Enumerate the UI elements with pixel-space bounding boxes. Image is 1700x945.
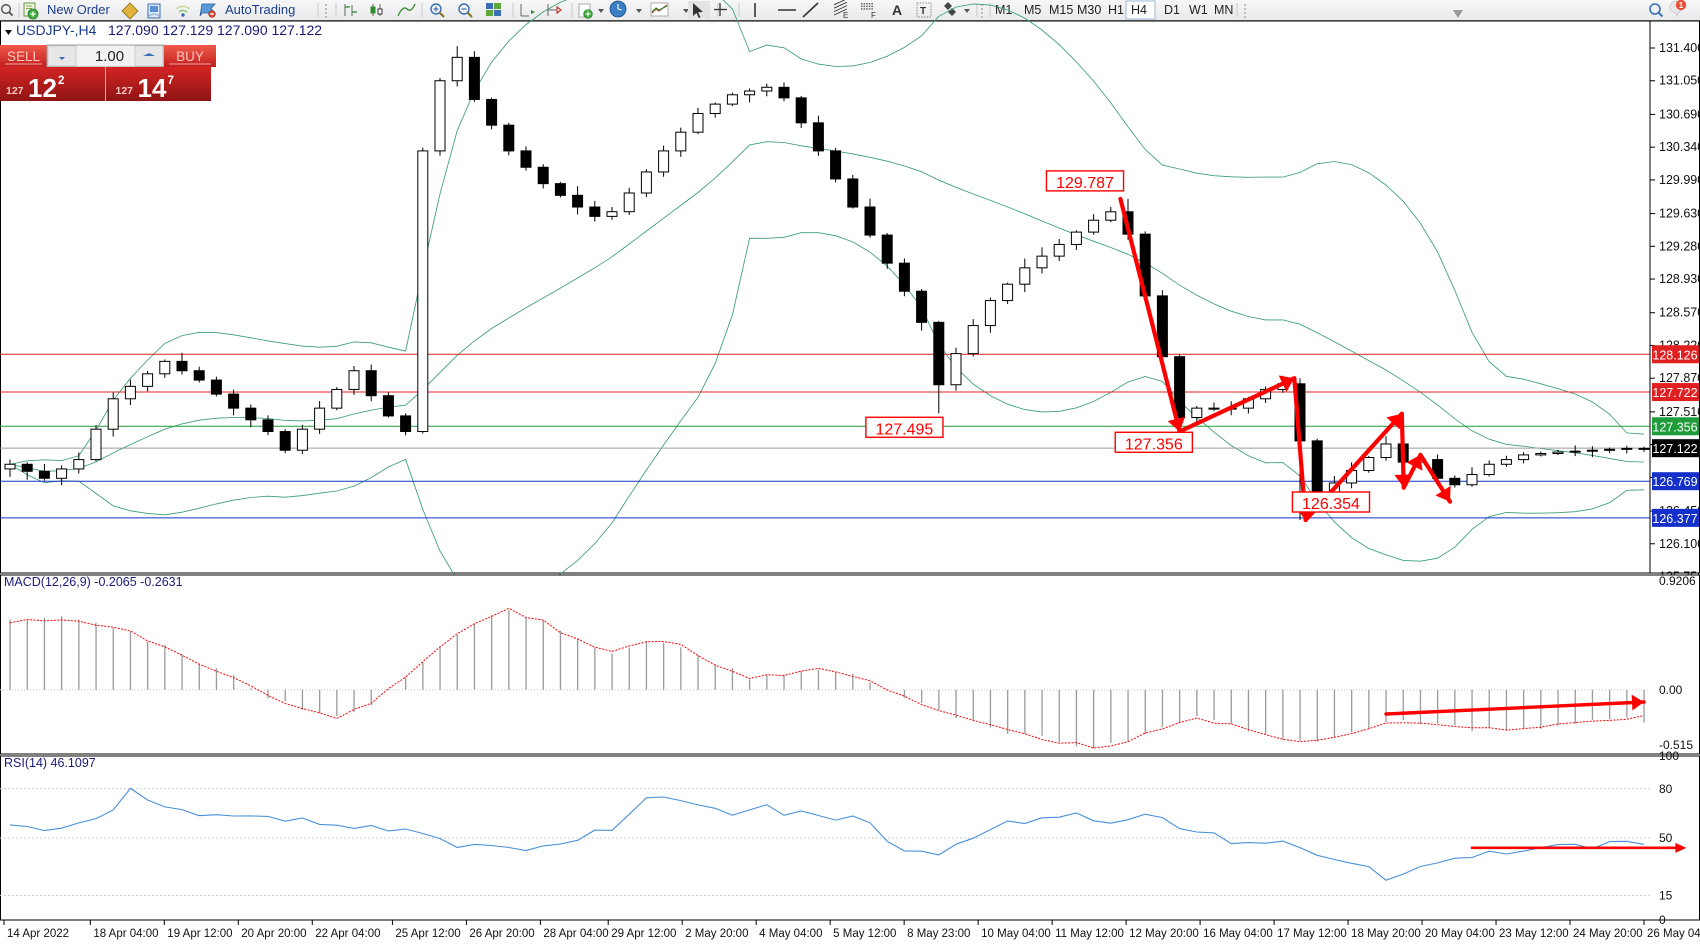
- svg-text:0.9206: 0.9206: [1659, 574, 1696, 588]
- svg-text:2: 2: [58, 75, 64, 87]
- svg-text:127.495: 127.495: [875, 421, 933, 438]
- svg-text:126.769: 126.769: [1652, 475, 1697, 489]
- svg-text:126.100: 126.100: [1659, 537, 1700, 551]
- svg-text:129.280: 129.280: [1659, 239, 1700, 253]
- svg-text:16 May 04:00: 16 May 04:00: [1203, 928, 1273, 940]
- svg-text:127: 127: [6, 85, 24, 97]
- svg-text:11 May 12:00: 11 May 12:00: [1055, 928, 1124, 940]
- svg-text:127.356: 127.356: [1125, 436, 1183, 453]
- svg-text:129.787: 129.787: [1056, 175, 1114, 192]
- svg-text:14 Apr 2022: 14 Apr 2022: [7, 928, 69, 940]
- svg-text:128.570: 128.570: [1659, 306, 1700, 320]
- svg-text:127.356: 127.356: [1652, 420, 1697, 434]
- svg-text:BUY: BUY: [176, 49, 204, 64]
- svg-text:29 Apr 12:00: 29 Apr 12:00: [611, 928, 676, 940]
- svg-text:USDJPY-,H4: USDJPY-,H4: [16, 22, 97, 38]
- svg-text:131.050: 131.050: [1659, 74, 1700, 88]
- svg-text:17 May 12:00: 17 May 12:00: [1277, 928, 1347, 940]
- svg-text:128.930: 128.930: [1659, 272, 1700, 286]
- svg-text:130.340: 130.340: [1659, 140, 1700, 154]
- svg-text:10 May 04:00: 10 May 04:00: [981, 928, 1051, 940]
- svg-text:28 Apr 04:00: 28 Apr 04:00: [543, 928, 608, 940]
- svg-text:MACD(12,26,9) -0.2065 -0.2631: MACD(12,26,9) -0.2065 -0.2631: [4, 575, 183, 589]
- svg-text:19 Apr 12:00: 19 Apr 12:00: [167, 928, 232, 940]
- svg-text:24 May 20:00: 24 May 20:00: [1573, 928, 1643, 940]
- svg-text:100: 100: [1659, 749, 1679, 763]
- svg-text:26 May 04:00: 26 May 04:00: [1647, 928, 1700, 940]
- svg-text:129.990: 129.990: [1659, 173, 1700, 187]
- svg-text:127.090 127.129 127.090 127.12: 127.090 127.129 127.090 127.122: [108, 22, 322, 38]
- svg-text:131.400: 131.400: [1659, 41, 1700, 55]
- svg-text:129.630: 129.630: [1659, 207, 1700, 221]
- svg-text:15: 15: [1659, 888, 1673, 902]
- svg-text:0.00: 0.00: [1659, 683, 1683, 697]
- svg-text:50: 50: [1659, 831, 1673, 845]
- svg-text:127.122: 127.122: [1652, 442, 1697, 456]
- svg-text:0: 0: [1659, 913, 1666, 927]
- svg-text:1.00: 1.00: [95, 48, 124, 65]
- svg-text:2 May 20:00: 2 May 20:00: [685, 928, 748, 940]
- svg-text:20 May 04:00: 20 May 04:00: [1425, 928, 1495, 940]
- svg-text:18 Apr 04:00: 18 Apr 04:00: [93, 928, 158, 940]
- svg-text:20 Apr 20:00: 20 Apr 20:00: [241, 928, 306, 940]
- svg-text:12 May 20:00: 12 May 20:00: [1129, 928, 1199, 940]
- svg-text:128.126: 128.126: [1652, 348, 1697, 362]
- svg-text:126.377: 126.377: [1652, 512, 1697, 526]
- svg-text:25 Apr 12:00: 25 Apr 12:00: [395, 928, 460, 940]
- svg-text:26 Apr 20:00: 26 Apr 20:00: [469, 928, 534, 940]
- svg-text:126.354: 126.354: [1302, 496, 1360, 513]
- svg-text:18 May 20:00: 18 May 20:00: [1351, 928, 1421, 940]
- svg-text:8 May 23:00: 8 May 23:00: [907, 928, 970, 940]
- svg-text:80: 80: [1659, 782, 1673, 796]
- svg-text:127.510: 127.510: [1659, 405, 1700, 419]
- svg-text:7: 7: [168, 75, 174, 87]
- svg-text:4 May 04:00: 4 May 04:00: [759, 928, 822, 940]
- svg-text:127.722: 127.722: [1652, 386, 1697, 400]
- svg-text:5 May 12:00: 5 May 12:00: [833, 928, 896, 940]
- svg-text:14: 14: [138, 73, 167, 103]
- svg-text:23 May 12:00: 23 May 12:00: [1499, 928, 1569, 940]
- svg-text:12: 12: [28, 73, 57, 103]
- svg-text:127: 127: [116, 85, 134, 97]
- svg-text:130.690: 130.690: [1659, 107, 1700, 121]
- svg-text:SELL: SELL: [7, 49, 41, 64]
- svg-text:RSI(14) 46.1097: RSI(14) 46.1097: [4, 756, 96, 770]
- svg-text:22 Apr 04:00: 22 Apr 04:00: [315, 928, 380, 940]
